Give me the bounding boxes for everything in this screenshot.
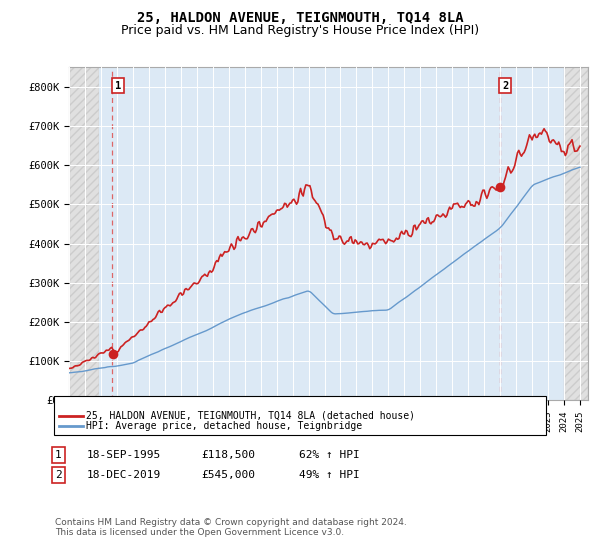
Text: £118,500: £118,500: [201, 450, 255, 460]
Text: HPI: Average price, detached house, Teignbridge: HPI: Average price, detached house, Teig…: [86, 421, 362, 431]
Text: 18-SEP-1995: 18-SEP-1995: [87, 450, 161, 460]
Bar: [69, 67, 100, 400]
Bar: [100, 67, 564, 400]
Text: Price paid vs. HM Land Registry's House Price Index (HPI): Price paid vs. HM Land Registry's House …: [121, 24, 479, 36]
Text: 2: 2: [502, 81, 508, 91]
Text: 2: 2: [55, 470, 62, 480]
Text: 25, HALDON AVENUE, TEIGNMOUTH, TQ14 8LA: 25, HALDON AVENUE, TEIGNMOUTH, TQ14 8LA: [137, 11, 463, 25]
Text: 1: 1: [55, 450, 62, 460]
Text: 49% ↑ HPI: 49% ↑ HPI: [299, 470, 359, 480]
Bar: [564, 67, 588, 400]
Text: 1: 1: [115, 81, 121, 91]
Text: Contains HM Land Registry data © Crown copyright and database right 2024.
This d: Contains HM Land Registry data © Crown c…: [55, 518, 407, 538]
Text: 25, HALDON AVENUE, TEIGNMOUTH, TQ14 8LA (detached house): 25, HALDON AVENUE, TEIGNMOUTH, TQ14 8LA …: [86, 410, 415, 421]
Text: 18-DEC-2019: 18-DEC-2019: [87, 470, 161, 480]
Text: 62% ↑ HPI: 62% ↑ HPI: [299, 450, 359, 460]
Text: £545,000: £545,000: [201, 470, 255, 480]
